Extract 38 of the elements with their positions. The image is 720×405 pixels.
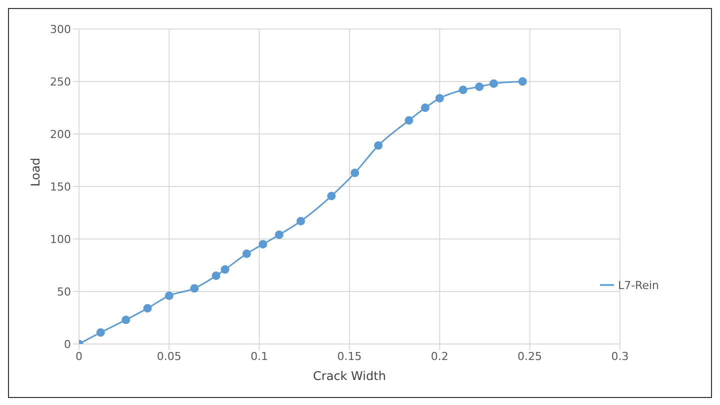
point <box>489 79 498 88</box>
x-tick-label: 0.3 <box>611 350 629 363</box>
point <box>258 240 268 248</box>
x-tick-label: 0.1 <box>250 350 268 363</box>
point <box>296 216 306 226</box>
y-tick-label: 200 <box>50 128 71 141</box>
point <box>404 116 414 125</box>
point <box>164 291 174 300</box>
point <box>518 77 527 86</box>
legend-label: L7-Rein <box>618 279 659 292</box>
x-axis-title: Crack Width <box>313 369 386 383</box>
y-tick-label: 250 <box>50 75 71 88</box>
point <box>143 304 152 313</box>
y-tick-label: 100 <box>50 232 71 246</box>
point <box>420 104 430 112</box>
x-tick-label: 0.2 <box>430 350 448 363</box>
point <box>435 94 444 103</box>
x-tick-label: 0.25 <box>518 350 542 363</box>
point <box>122 316 130 324</box>
point <box>458 86 468 94</box>
x-tick-label: 0 <box>76 350 82 363</box>
point <box>242 249 251 258</box>
point <box>350 168 360 178</box>
point <box>212 272 220 280</box>
point <box>190 284 199 293</box>
y-tick-label: 50 <box>57 285 71 298</box>
point <box>274 230 284 240</box>
y-axis-title: Load <box>28 158 42 186</box>
y-tick-label: 150 <box>50 180 71 194</box>
y-tick-label: 300 <box>50 22 71 36</box>
point <box>96 328 105 337</box>
x-tick-label: 0.05 <box>156 350 182 363</box>
x-tick-label: 0.15 <box>337 350 362 363</box>
point <box>374 141 383 150</box>
point <box>475 82 484 91</box>
point <box>220 265 230 274</box>
y-tick-label: 0 <box>64 338 71 351</box>
point <box>327 192 336 200</box>
